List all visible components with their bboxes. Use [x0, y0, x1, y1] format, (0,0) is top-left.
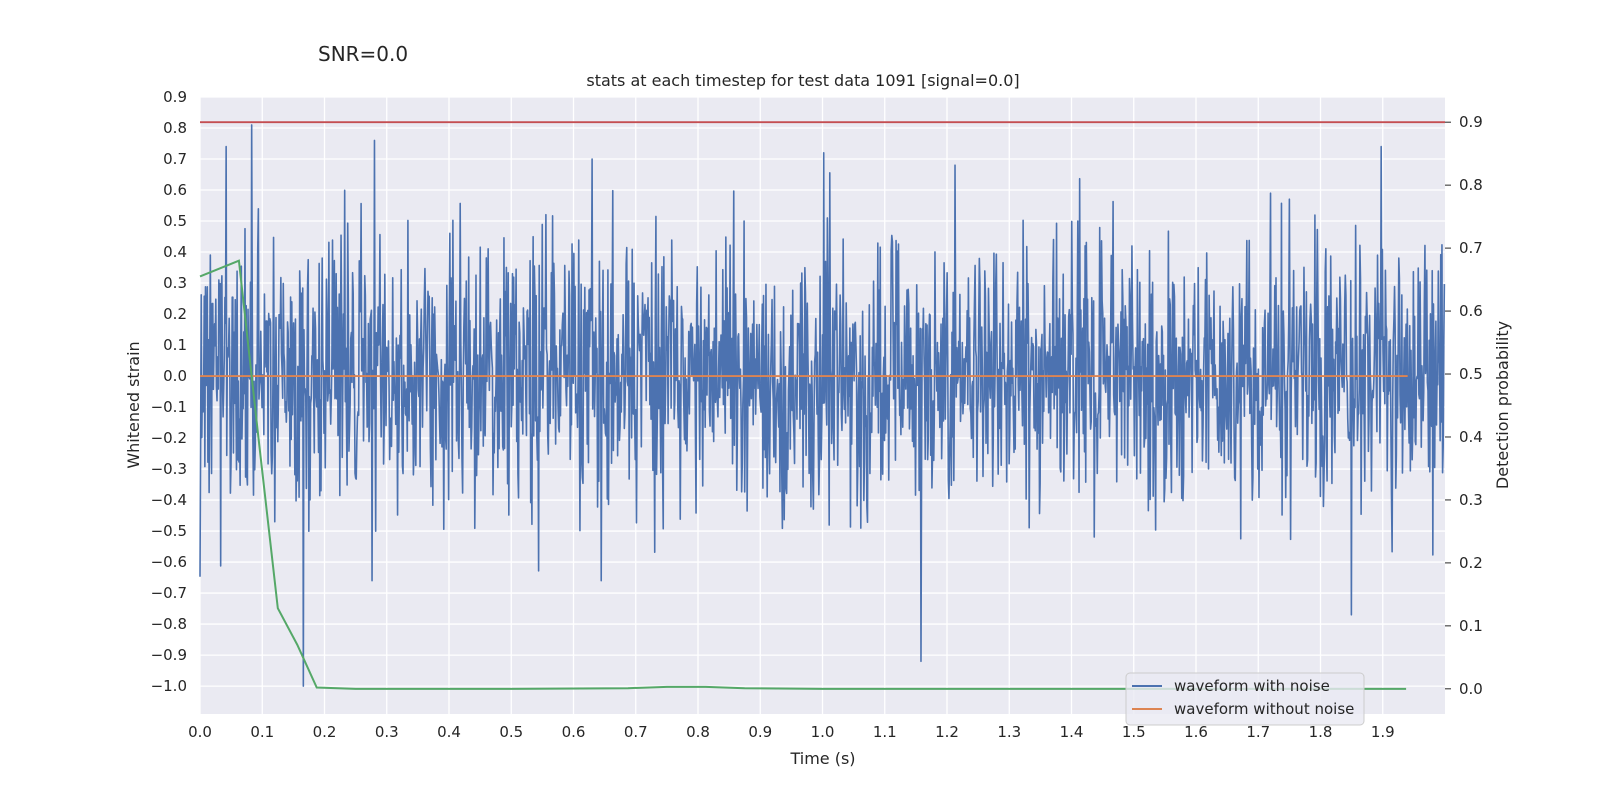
- x-tick-label: 0.1: [250, 723, 274, 741]
- x-tick-label: 1.8: [1309, 723, 1333, 741]
- y-tick-label: −0.9: [151, 646, 187, 664]
- ticks-layer: 0.0 0.1 0.2 0.3 0.4 0.5 0.6 0.7 0.8 0.9 1.0 1.1 1.2 1…: [151, 88, 1483, 741]
- y-tick-label: −0.6: [151, 553, 187, 571]
- y-tick-label: 0.8: [163, 119, 187, 137]
- series-line-detection-probability: [199, 259, 1407, 690]
- y-right-tick-label: 0.3: [1459, 491, 1483, 509]
- y-tick-label: 0.2: [163, 305, 187, 323]
- y-tick-label: 0.4: [163, 243, 187, 261]
- y-tick-label: −0.5: [151, 522, 187, 540]
- y-right-tick-label: 0.7: [1459, 239, 1483, 257]
- suptitle: SNR=0.0: [318, 42, 408, 66]
- y-right-tick-label: 0.8: [1459, 176, 1483, 194]
- y-tick-label: 0.1: [163, 336, 187, 354]
- series-layer: [199, 121, 1446, 690]
- y-tick-label: −0.8: [151, 615, 187, 633]
- x-tick-label: 0.0: [188, 723, 212, 741]
- y-tick-label: −0.4: [151, 491, 187, 509]
- x-axis-label: Time (s): [789, 749, 855, 768]
- y-tick-label: 0.7: [163, 150, 187, 168]
- y-right-tick-label: 0.1: [1459, 617, 1483, 635]
- x-tick-label: 0.2: [313, 723, 337, 741]
- x-tick-label: 0.3: [375, 723, 399, 741]
- y-right-tick-label: 0.2: [1459, 554, 1483, 572]
- y-tick-label: −0.2: [151, 429, 187, 447]
- x-tick-label: 1.1: [873, 723, 897, 741]
- x-tick-label: 1.9: [1371, 723, 1395, 741]
- y-tick-label: −0.7: [151, 584, 187, 602]
- x-tick-label: 1.3: [997, 723, 1021, 741]
- y-axis-label: Whitened strain: [124, 341, 143, 468]
- x-tick-label: 1.0: [811, 723, 835, 741]
- x-tick-label: 0.7: [624, 723, 648, 741]
- x-tick-label: 1.2: [935, 723, 959, 741]
- y-tick-label: 0.3: [163, 274, 187, 292]
- y-tick-label: −0.1: [151, 398, 187, 416]
- x-tick-label: 1.7: [1246, 723, 1270, 741]
- x-tick-label: 0.5: [499, 723, 523, 741]
- x-tick-label: 0.6: [562, 723, 586, 741]
- legend: waveform with noise waveform without noi…: [1125, 672, 1365, 726]
- y-right-tick-label: 0.6: [1459, 302, 1483, 320]
- x-tick-label: 0.9: [748, 723, 772, 741]
- chart-title: stats at each timestep for test data 109…: [586, 71, 1019, 90]
- y-tick-label: 0.0: [163, 367, 187, 385]
- x-tick-label: 1.6: [1184, 723, 1208, 741]
- x-tick-label: 0.4: [437, 723, 461, 741]
- y-tick-label: 0.9: [163, 88, 187, 106]
- y-tick-label: 0.6: [163, 181, 187, 199]
- x-tick-label: 1.4: [1060, 723, 1084, 741]
- y-right-tick-label: 0.5: [1459, 365, 1483, 383]
- legend-label-waveform-with-noise: waveform with noise: [1174, 677, 1330, 695]
- y-axis-label-right: Detection probability: [1493, 321, 1512, 489]
- x-tick-label: 1.5: [1122, 723, 1146, 741]
- legend-label-waveform-without-noise: waveform without noise: [1174, 700, 1354, 718]
- legend-frame: [1125, 672, 1365, 726]
- y-right-tick-label: 0.0: [1459, 680, 1483, 698]
- x-tick-label: 0.8: [686, 723, 710, 741]
- y-tick-label: −1.0: [151, 677, 187, 695]
- y-right-tick-label: 0.9: [1459, 113, 1483, 131]
- y-tick-label: 0.5: [163, 212, 187, 230]
- y-tick-label: −0.3: [151, 460, 187, 478]
- y-right-tick-label: 0.4: [1459, 428, 1483, 446]
